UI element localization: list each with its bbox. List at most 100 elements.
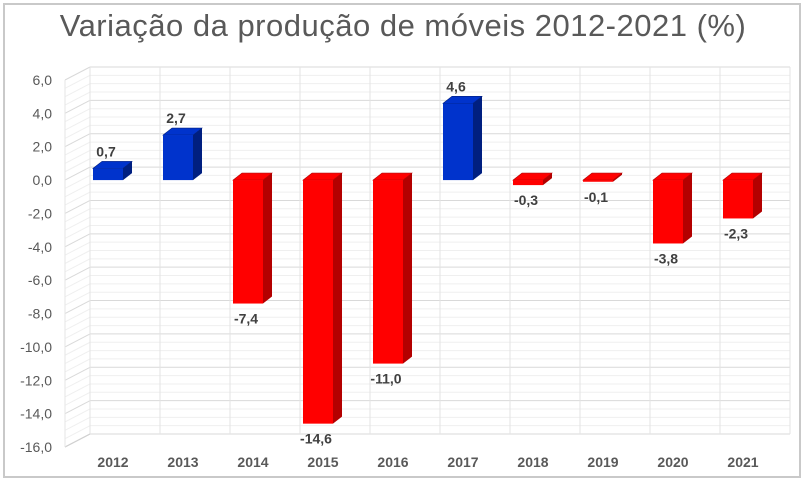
bar-side bbox=[613, 173, 622, 182]
side-gridline bbox=[64, 66, 91, 81]
bar-2013 bbox=[162, 127, 203, 181]
bar-front bbox=[583, 180, 613, 182]
data-label: -3,8 bbox=[654, 250, 678, 266]
side-gridline bbox=[64, 258, 91, 273]
bar-2014 bbox=[232, 172, 273, 304]
bar-side bbox=[683, 173, 692, 244]
y-tick-label: 0,0 bbox=[33, 172, 53, 188]
y-tick-label: -2,0 bbox=[28, 205, 52, 221]
side-gridline bbox=[64, 391, 91, 406]
bar-side bbox=[123, 161, 132, 181]
chart-title: Variação da produção de móveis 2012-2021… bbox=[59, 8, 747, 43]
data-label: -0,1 bbox=[584, 189, 608, 205]
bar-front bbox=[513, 180, 543, 186]
bar-2020 bbox=[652, 172, 693, 244]
side-gridline bbox=[64, 141, 91, 156]
side-gridline bbox=[64, 316, 91, 331]
y-tick-label: -14,0 bbox=[20, 406, 52, 422]
side-gridline bbox=[64, 425, 91, 440]
bar-2015 bbox=[302, 172, 343, 424]
bar-2021 bbox=[722, 172, 763, 219]
side-gridline bbox=[64, 400, 91, 415]
y-tick-label: 6,0 bbox=[33, 72, 53, 88]
data-label: 2,7 bbox=[166, 110, 186, 126]
x-tick-label: 2014 bbox=[237, 454, 268, 470]
side-gridline bbox=[64, 241, 91, 256]
side-gridline bbox=[64, 225, 91, 239]
side-gridline bbox=[64, 108, 91, 123]
x-tick-label: 2015 bbox=[307, 454, 338, 470]
data-label: -0,3 bbox=[514, 192, 538, 208]
side-gridline bbox=[64, 174, 91, 189]
y-tick-label: -10,0 bbox=[20, 339, 52, 355]
y-tick-label: -4,0 bbox=[28, 239, 52, 255]
bar-front bbox=[303, 180, 333, 424]
x-tick-label: 2016 bbox=[377, 454, 408, 470]
side-gridline bbox=[64, 91, 91, 106]
y-tick-label: -12,0 bbox=[20, 372, 52, 388]
axis-line bbox=[64, 433, 91, 448]
side-gridline bbox=[64, 74, 91, 89]
side-gridline bbox=[64, 383, 91, 398]
x-tick-label: 2017 bbox=[447, 454, 478, 470]
side-gridline bbox=[64, 291, 91, 306]
data-label: 4,6 bbox=[446, 78, 466, 94]
bar-2019 bbox=[582, 172, 623, 182]
bar-front bbox=[653, 180, 683, 244]
data-label: -7,4 bbox=[234, 311, 258, 327]
side-gridline bbox=[64, 216, 91, 231]
side-gridline bbox=[64, 99, 91, 114]
data-label: -14,6 bbox=[300, 431, 332, 447]
x-tick-label: 2012 bbox=[97, 454, 128, 470]
bar-2017 bbox=[442, 96, 483, 181]
x-tick-label: 2018 bbox=[517, 454, 548, 470]
y-tick-label: 2,0 bbox=[33, 139, 53, 155]
bar-side bbox=[193, 128, 202, 181]
side-gridline bbox=[64, 333, 91, 348]
side-gridline bbox=[64, 341, 91, 356]
side-gridline bbox=[64, 325, 91, 340]
bar-side bbox=[263, 173, 272, 304]
y-tick-label: -6,0 bbox=[28, 272, 52, 288]
bar-front bbox=[443, 103, 473, 181]
bar-front bbox=[723, 180, 753, 219]
y-tick-label: -8,0 bbox=[28, 306, 52, 322]
side-gridline bbox=[64, 408, 91, 423]
side-gridline bbox=[64, 191, 91, 206]
data-label: -11,0 bbox=[370, 371, 401, 387]
y-tick-label: -16,0 bbox=[20, 439, 52, 455]
bar-side bbox=[333, 173, 342, 424]
side-gridline bbox=[64, 208, 91, 223]
side-gridline bbox=[64, 166, 91, 181]
data-label: -2,3 bbox=[724, 225, 748, 241]
side-gridline bbox=[64, 158, 91, 173]
bar-front bbox=[233, 180, 263, 304]
side-gridline bbox=[64, 200, 91, 214]
side-gridline bbox=[64, 133, 91, 148]
side-gridline bbox=[64, 366, 91, 381]
bar-2018 bbox=[512, 172, 553, 186]
side-gridline bbox=[64, 183, 91, 198]
side-gridline bbox=[64, 124, 91, 139]
side-gridline bbox=[64, 233, 91, 248]
side-gridline bbox=[64, 116, 91, 131]
side-gridline bbox=[64, 416, 91, 431]
bar-side bbox=[543, 173, 552, 186]
side-gridline bbox=[64, 266, 91, 281]
side-gridline bbox=[64, 308, 91, 323]
side-gridline bbox=[64, 83, 91, 98]
bar-2016 bbox=[372, 172, 413, 364]
side-gridline bbox=[64, 300, 91, 314]
x-tick-label: 2021 bbox=[727, 454, 758, 470]
side-gridline bbox=[64, 250, 91, 264]
side-gridline bbox=[64, 350, 91, 365]
side-gridline bbox=[64, 358, 91, 373]
data-label: 0,7 bbox=[96, 143, 116, 159]
side-gridline bbox=[64, 149, 91, 164]
bar-side bbox=[753, 173, 762, 219]
side-gridline bbox=[64, 375, 91, 390]
bar-side bbox=[403, 173, 412, 364]
bar-front bbox=[373, 180, 403, 364]
y-tick-label: 4,0 bbox=[33, 105, 53, 121]
